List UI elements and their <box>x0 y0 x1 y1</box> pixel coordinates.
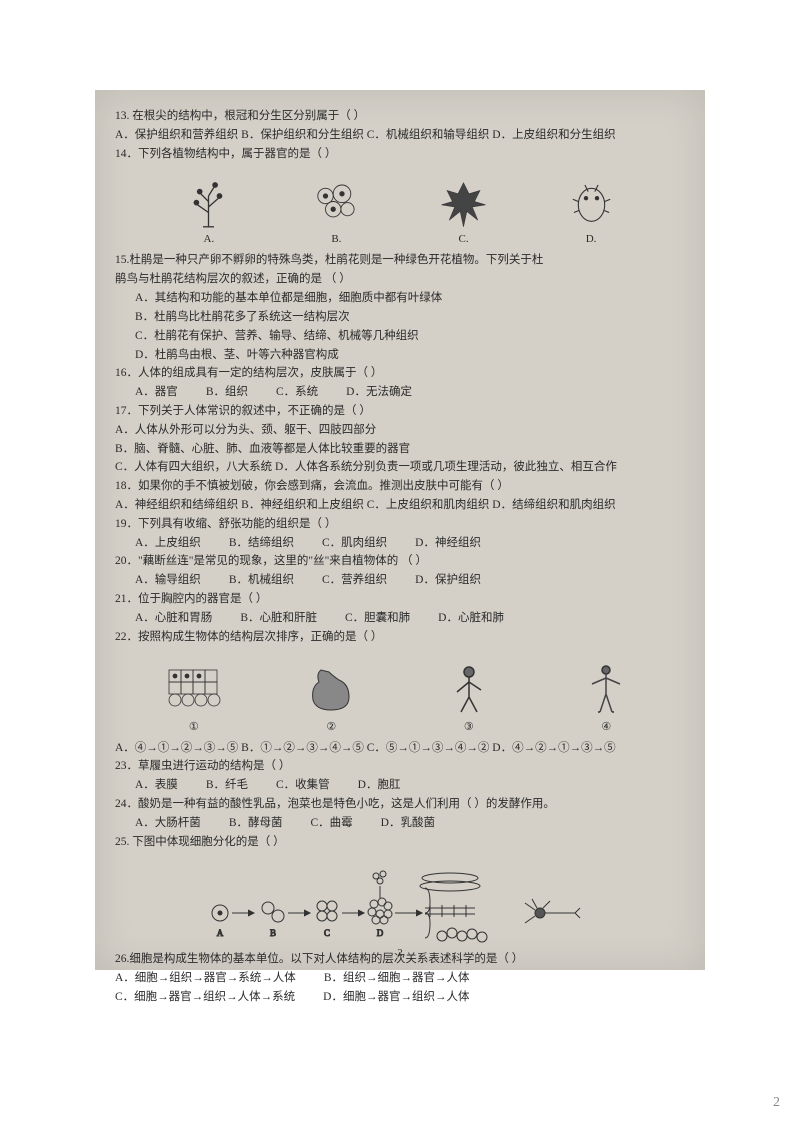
q19-stem: 19．下列具有收缩、舒张功能的组织是（ ） <box>115 516 685 534</box>
q19-b: B．结缔组织 <box>229 535 294 553</box>
page-corner-number: 2 <box>773 1095 780 1111</box>
q21-opts: A．心脏和胃肠 B．心脏和肝脏 C．胆囊和肺 D．心脏和肺 <box>115 610 685 628</box>
q14-img-a <box>179 174 239 229</box>
q13-stem: 13. 在根尖的结构中，根冠和分生区分别属于（ ） <box>115 108 685 126</box>
q14-label-c: C. <box>459 231 469 248</box>
q22-images <box>125 653 675 717</box>
q22-label-3: ③ <box>464 719 474 736</box>
q22-opts: A．④→①→②→③→⑤ B．①→②→③→④→⑤ C．⑤→①→③→④→② D．④→… <box>115 740 685 758</box>
q17-a: A．人体从外形可以分为头、颈、躯干、四肢四部分 <box>115 422 685 440</box>
q22-img-2 <box>301 662 361 717</box>
q15-a: A．其结构和功能的基本单位都是细胞，细胞质中都有叶绿体 <box>115 290 685 308</box>
q21-a: A．心脏和胃肠 <box>135 610 212 628</box>
q16-c: C．系统 <box>276 384 318 402</box>
q23-a: A．表膜 <box>135 777 178 795</box>
q17-c: C．人体有四大组织，八大系统 D．人体各系统分别负责一项或几项生理活动，彼此独立… <box>115 459 685 477</box>
q26-d: D．细胞→器官→组织→人体 <box>323 989 469 1007</box>
q24-b: B．酵母菌 <box>229 815 283 833</box>
q24-stem: 24．酸奶是一种有益的酸性乳品，泡菜也是特色小吃，这是人们利用（ ）的发酵作用。 <box>115 796 685 814</box>
q19-d: D．神经组织 <box>415 535 481 553</box>
q26-opts2: C．细胞→器官→组织→人体→系统 D．细胞→器官→组织→人体 <box>115 989 685 1007</box>
q15-stem1: 15.杜鹃是一种只产卵不孵卵的特殊鸟类，杜鹃花则是一种绿色开花植物。下列关于杜 <box>115 252 685 270</box>
q23-stem: 23．草履虫进行运动的结构是（ ） <box>115 758 685 776</box>
q19-c: C．肌肉组织 <box>322 535 387 553</box>
q22-stem: 22．按照构成生物体的结构层次排序，正确的是（ ） <box>115 629 685 647</box>
q14-images <box>145 169 655 229</box>
q24-opts: A．大肠杆菌 B．酵母菌 C．曲霉 D．乳酸菌 <box>115 815 685 833</box>
q18-opts: A．神经组织和结缔组织 B．神经组织和上皮组织 C．上皮组织和肌肉组织 D．结缔… <box>115 497 685 515</box>
q26-opts1: A．细胞→组织→器官→系统→人体 B．组织→细胞→器官→人体 <box>115 970 685 988</box>
svg-text:D: D <box>377 928 384 938</box>
q19-a: A．上皮组织 <box>135 535 201 553</box>
q22-label-1: ① <box>189 719 199 736</box>
q23-d: D．胞肛 <box>358 777 401 795</box>
exam-page: 13. 在根尖的结构中，根冠和分生区分别属于（ ） A．保护组织和营养组织 B．… <box>95 90 705 970</box>
q19-opts: A．上皮组织 B．结缔组织 C．肌肉组织 D．神经组织 <box>115 535 685 553</box>
q22-img-1 <box>164 662 224 717</box>
q20-b: B．机械组织 <box>229 572 294 590</box>
q23-b: B．纤毛 <box>206 777 248 795</box>
q20-c: C．营养组织 <box>322 572 387 590</box>
q17-b: B．脑、脊髓、心脏、肺、血液等都是人体比较重要的器官 <box>115 441 685 459</box>
q21-stem: 21．位于胸腔内的器官是（ ） <box>115 591 685 609</box>
q25-diagram: A B C D <box>115 863 685 943</box>
q23-c: C．收集管 <box>276 777 330 795</box>
q14-stem: 14．下列各植物结构中，属于器官的是（ ） <box>115 146 685 164</box>
q20-a: A．输导组织 <box>135 572 201 590</box>
q22-label-2: ② <box>326 719 336 736</box>
q24-d: D．乳酸菌 <box>381 815 435 833</box>
q14-img-b <box>306 174 366 229</box>
q26-c: C．细胞→器官→组织→人体→系统 <box>115 989 295 1007</box>
q15-stem2: 鹃鸟与杜鹃花结构层次的叙述，正确的是 （ ） <box>115 271 685 289</box>
q21-b: B．心脏和肝脏 <box>240 610 317 628</box>
q22-labels: ① ② ③ ④ <box>125 719 675 736</box>
q16-stem: 16．人体的组成具有一定的结构层次，皮肤属于（ ） <box>115 365 685 383</box>
q20-stem: 20．"藕断丝连"是常见的现象，这里的"丝"来自植物体的 （ ） <box>115 553 685 571</box>
q14-label-b: B. <box>331 231 341 248</box>
q24-a: A．大肠杆菌 <box>135 815 201 833</box>
q21-c: C．胆囊和肺 <box>345 610 410 628</box>
q15-c: C．杜鹃花有保护、营养、输导、结缔、机械等几种组织 <box>115 328 685 346</box>
q16-opts: A．器官 B．组织 C．系统 D．无法确定 <box>115 384 685 402</box>
q14-label-d: D. <box>586 231 597 248</box>
q16-d: D．无法确定 <box>346 384 412 402</box>
q14-img-d <box>561 174 621 229</box>
q24-c: C．曲霉 <box>310 815 352 833</box>
q22-img-4 <box>576 662 636 717</box>
q25-stem: 25. 下图中体现细胞分化的是（ ） <box>115 834 685 852</box>
q16-b: B．组织 <box>206 384 248 402</box>
q22-label-4: ④ <box>601 719 611 736</box>
q14-label-a: A. <box>204 231 215 248</box>
q20-d: D．保护组织 <box>415 572 481 590</box>
page-footer-number: 2 <box>397 945 403 962</box>
q20-opts: A．输导组织 B．机械组织 C．营养组织 D．保护组织 <box>115 572 685 590</box>
q26-a: A．细胞→组织→器官→系统→人体 <box>115 970 296 988</box>
q22-img-3 <box>439 662 499 717</box>
q14-img-c <box>434 174 494 229</box>
q26-b: B．组织→细胞→器官→人体 <box>324 970 470 988</box>
q21-d: D．心脏和肺 <box>438 610 504 628</box>
q13-opts: A．保护组织和营养组织 B．保护组织和分生组织 C．机械组织和输导组织 D．上皮… <box>115 127 685 145</box>
q23-opts: A．表膜 B．纤毛 C．收集管 D．胞肛 <box>115 777 685 795</box>
q15-d: D．杜鹃鸟由根、茎、叶等六种器官构成 <box>115 347 685 365</box>
svg-text:C: C <box>324 928 330 938</box>
q14-labels: A. B. C. D. <box>145 231 655 248</box>
svg-text:A: A <box>217 928 224 938</box>
q18-stem: 18．如果你的手不慎被划破，你会感到痛，会流血。推测出皮肤中可能有（ ） <box>115 478 685 496</box>
q15-b: B．杜鹃鸟比杜鹃花多了系统这一结构层次 <box>115 309 685 327</box>
q17-stem: 17．下列关于人体常识的叙述中，不正确的是（ ） <box>115 403 685 421</box>
q16-a: A．器官 <box>135 384 178 402</box>
svg-text:B: B <box>270 928 276 938</box>
